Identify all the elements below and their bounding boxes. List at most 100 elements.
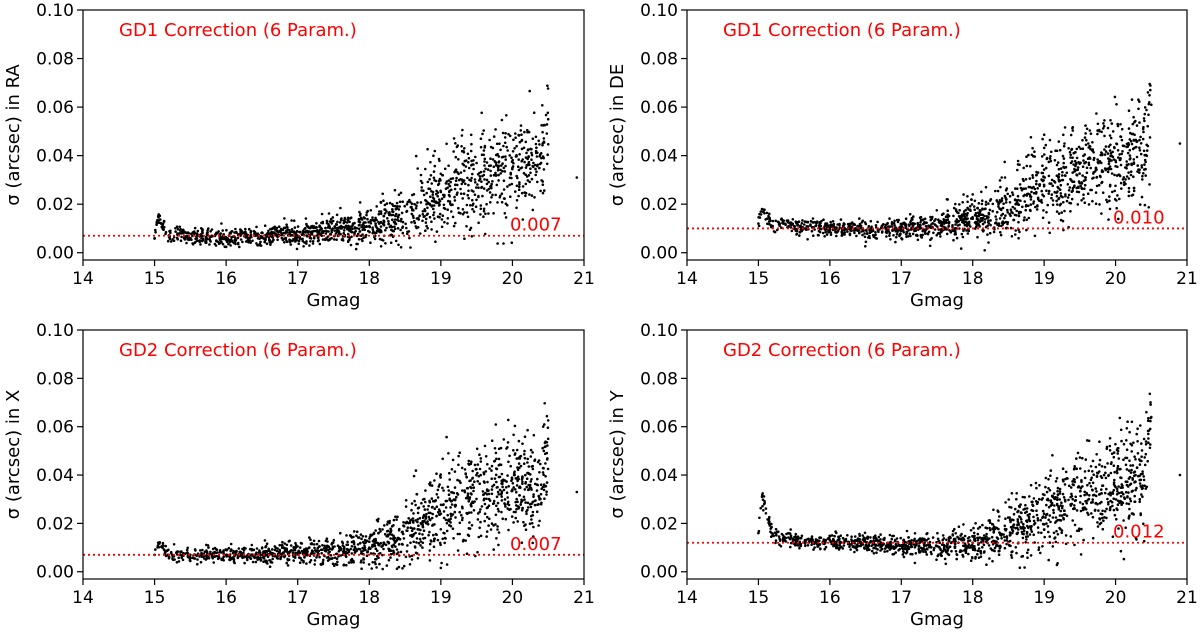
data-point [996, 223, 999, 226]
data-point [467, 183, 470, 187]
data-point [484, 470, 488, 473]
data-point [449, 512, 453, 516]
data-point [1132, 138, 1136, 142]
data-point [490, 488, 494, 491]
data-point [543, 452, 547, 456]
data-point [345, 547, 349, 551]
data-point [942, 221, 945, 224]
data-point [357, 224, 361, 227]
data-point [339, 206, 342, 210]
data-point [391, 229, 395, 233]
data-point [481, 490, 485, 493]
data-point [530, 478, 533, 481]
data-point [1059, 218, 1063, 222]
data-point [535, 155, 539, 158]
data-point [482, 471, 486, 474]
x-tick-label: 18 [358, 269, 380, 289]
data-point [483, 444, 487, 448]
data-point [899, 232, 902, 235]
data-point [295, 234, 299, 237]
data-point [369, 219, 373, 223]
data-point [413, 527, 416, 530]
data-point [541, 142, 544, 145]
data-point [972, 205, 976, 208]
data-point [502, 438, 506, 441]
data-point [810, 535, 814, 538]
data-point [1057, 186, 1060, 190]
data-point [890, 221, 894, 224]
data-point [1114, 184, 1117, 188]
data-point [1124, 178, 1127, 181]
data-point [1021, 536, 1025, 540]
data-point [1060, 211, 1063, 214]
data-point [158, 542, 161, 545]
data-point [1017, 214, 1021, 218]
data-point [890, 225, 894, 228]
data-point [773, 230, 777, 234]
data-point [307, 546, 311, 550]
data-point [519, 167, 522, 170]
data-point [1051, 199, 1055, 202]
data-point [450, 188, 453, 192]
data-point [350, 235, 353, 239]
data-point [531, 467, 535, 471]
data-point [420, 522, 423, 526]
data-point [945, 221, 949, 224]
data-point [360, 218, 364, 221]
data-point [1009, 208, 1013, 211]
data-point [466, 486, 470, 490]
data-point [1130, 420, 1134, 424]
data-point [385, 210, 388, 213]
data-point [994, 215, 997, 218]
data-point [1109, 143, 1112, 147]
data-point [1134, 458, 1137, 461]
data-point [359, 533, 363, 536]
panel-title: GD1 Correction (6 Param.) [723, 20, 961, 41]
data-point [281, 544, 284, 548]
data-point [504, 505, 507, 508]
data-point [1087, 469, 1091, 473]
data-point [441, 486, 444, 490]
data-point [447, 182, 450, 186]
data-point [475, 473, 478, 477]
data-point [1139, 135, 1142, 139]
data-point [233, 238, 236, 242]
data-point [1116, 499, 1120, 503]
data-point [1050, 178, 1054, 182]
data-point [325, 556, 329, 559]
data-point [778, 222, 782, 225]
data-point [354, 247, 358, 251]
data-point [410, 502, 414, 505]
data-point [362, 224, 366, 227]
data-point [1135, 124, 1139, 127]
data-point [1087, 161, 1091, 165]
data-point [381, 528, 384, 531]
data-point [345, 563, 348, 567]
data-point [506, 149, 510, 152]
data-point [1125, 483, 1129, 487]
data-point [975, 217, 979, 220]
data-point [239, 238, 243, 241]
data-point [357, 232, 360, 236]
data-point [482, 480, 486, 483]
data-point [1129, 170, 1133, 173]
data-point [430, 220, 433, 223]
data-point [539, 462, 542, 466]
data-point [406, 526, 410, 529]
data-point [164, 544, 167, 548]
data-point [507, 503, 511, 507]
data-point [439, 543, 442, 547]
data-point [459, 212, 462, 215]
data-point [478, 467, 482, 471]
data-point [513, 470, 516, 474]
data-point [377, 228, 381, 231]
data-point [518, 185, 521, 189]
data-point [518, 181, 521, 184]
data-point [499, 148, 502, 152]
data-point [506, 500, 510, 504]
data-point [824, 228, 827, 232]
data-point [1054, 540, 1058, 544]
data-point [373, 219, 376, 223]
data-point [763, 212, 766, 215]
